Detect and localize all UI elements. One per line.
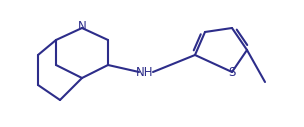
Text: NH: NH <box>136 66 154 78</box>
Text: S: S <box>228 67 236 80</box>
Text: N: N <box>78 20 86 34</box>
